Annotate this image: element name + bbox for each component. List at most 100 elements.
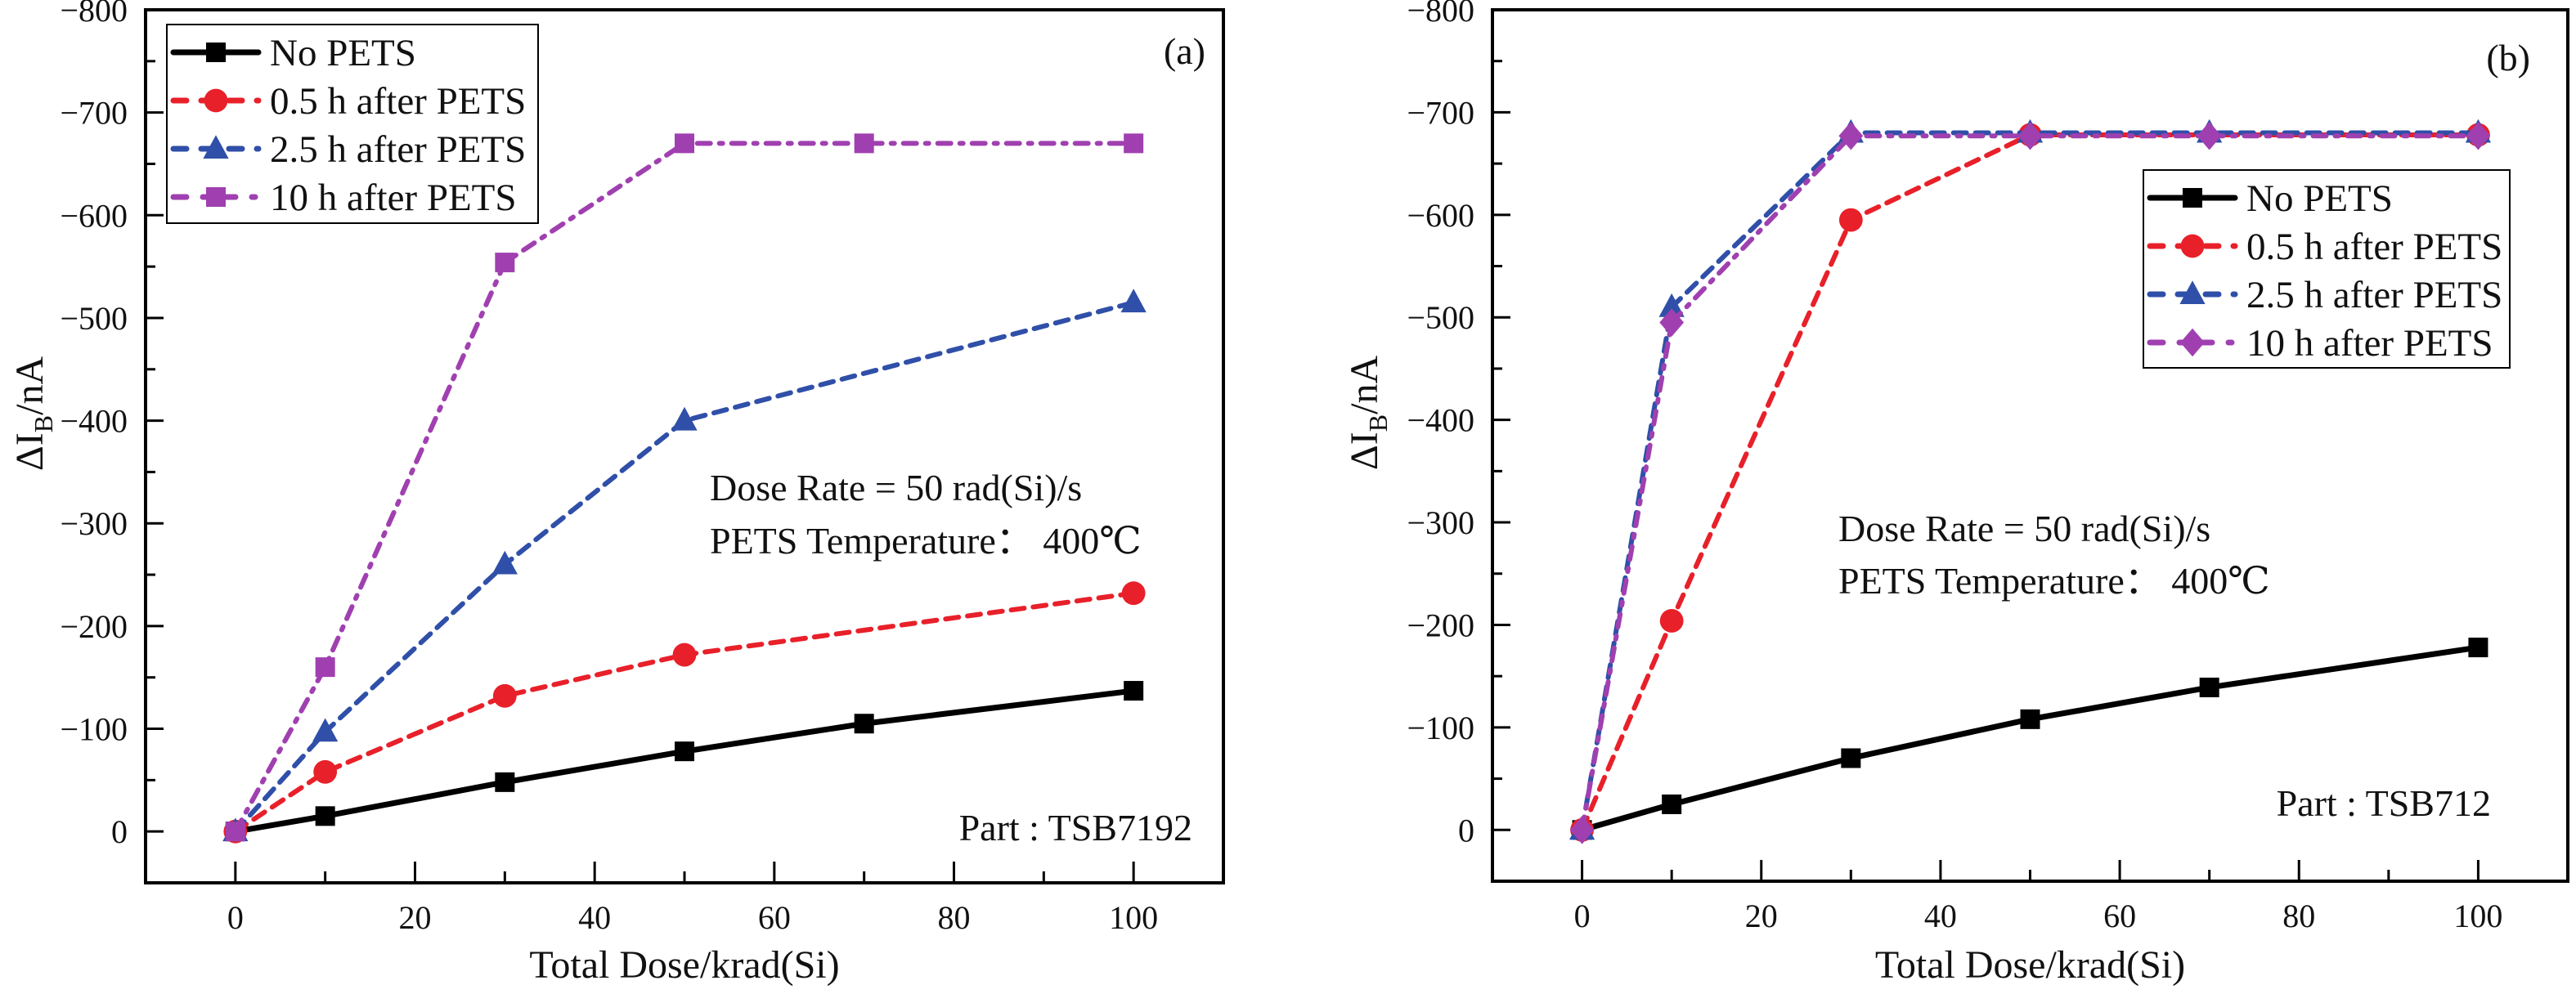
legend-marker xyxy=(2183,188,2202,208)
legend-marker xyxy=(2180,328,2205,357)
x-tick-label: 20 xyxy=(1745,898,1778,934)
y-axis-title: ΔIB/nA xyxy=(8,356,58,472)
y-tick-label: −700 xyxy=(1407,94,1474,131)
series-line xyxy=(1579,133,2481,833)
data-point xyxy=(1659,308,1685,337)
data-point xyxy=(1569,816,1595,844)
x-tick-label: 0 xyxy=(227,899,244,936)
y-axis-title-prefix: ΔI xyxy=(1343,432,1386,470)
legend: No PETS 0.5 h after PETS 2.5 h after PETS 1… xyxy=(166,24,539,224)
y-axis-title-sub: B xyxy=(29,415,58,432)
series-no-pets xyxy=(1572,638,2488,840)
y-tick-label: −100 xyxy=(1407,710,1474,746)
data-point xyxy=(2468,638,2488,658)
legend-label: No PETS xyxy=(2246,177,2393,220)
x-tick-label: 60 xyxy=(758,899,791,936)
data-point xyxy=(2017,121,2043,150)
data-point xyxy=(225,822,245,842)
legend-marker xyxy=(203,135,229,159)
legend: No PETS 0.5 h after PETS 2.5 h after PETS 1… xyxy=(2143,169,2511,369)
x-tick-label: 40 xyxy=(578,899,611,936)
y-tick-label: −200 xyxy=(60,608,128,645)
y-tick-label: −800 xyxy=(1407,0,1474,29)
data-point xyxy=(671,406,698,431)
legend-marker xyxy=(206,43,226,62)
y-tick-label: −400 xyxy=(1407,402,1474,439)
y-tick-label: −400 xyxy=(60,403,128,440)
data-point xyxy=(1662,794,1682,814)
series-10-h-after-pets xyxy=(225,133,1144,842)
legend-label: 10 h after PETS xyxy=(2246,322,2493,365)
series-10-h-after-pets xyxy=(1569,121,2491,844)
x-axis-title: Total Dose/krad(Si) xyxy=(1875,943,2185,987)
y-tick-label: −700 xyxy=(60,95,128,132)
y-tick-label: −600 xyxy=(1407,197,1474,234)
y-tick-label: 0 xyxy=(1458,812,1474,848)
y-tick-label: 0 xyxy=(111,813,128,850)
y-axis-title-prefix: ΔI xyxy=(8,432,52,471)
data-point xyxy=(675,133,694,154)
data-point xyxy=(672,643,697,667)
x-tick-label: 40 xyxy=(1924,898,1957,934)
annotation-pets-temperature: PETS Temperature： 400℃ xyxy=(710,520,1142,562)
legend-marker xyxy=(2179,280,2206,304)
series-2-5-h-after-pets xyxy=(222,289,1147,842)
legend-label: 0.5 h after PETS xyxy=(270,80,526,123)
y-tick-label: −100 xyxy=(60,711,128,748)
panel-label: (b) xyxy=(2486,37,2530,78)
data-point xyxy=(315,657,335,678)
y-axis-title-sub: B xyxy=(1363,414,1393,432)
data-point xyxy=(315,806,335,826)
data-point xyxy=(312,718,339,742)
data-point xyxy=(2466,121,2491,150)
annotation-dose-rate: Dose Rate = 50 rad(Si)/s xyxy=(710,467,1082,508)
data-point xyxy=(1124,133,1144,154)
data-point xyxy=(854,714,874,734)
data-point xyxy=(1121,581,1146,606)
annotation-pets-temperature: PETS Temperature： 400℃ xyxy=(1838,560,2270,602)
data-point xyxy=(1841,748,1861,768)
data-point xyxy=(1838,121,1864,150)
annotation-part: Part : TSB712 xyxy=(2277,782,2491,824)
series-line xyxy=(1581,644,2479,833)
x-tick-label: 100 xyxy=(2453,898,2502,934)
x-axis-title: Total Dose/krad(Si) xyxy=(529,943,839,987)
data-point xyxy=(495,253,515,273)
data-point xyxy=(495,772,515,792)
legend-label: 2.5 h after PETS xyxy=(2246,274,2502,316)
y-axis-title: ΔIB/nA xyxy=(1343,356,1393,471)
annotation-part: Part : TSB7192 xyxy=(959,807,1192,848)
data-point xyxy=(492,683,517,708)
series-line xyxy=(232,141,1137,835)
y-tick-label: −500 xyxy=(60,300,128,337)
x-tick-label: 80 xyxy=(2282,898,2315,934)
data-point xyxy=(675,741,694,762)
y-axis-title-suffix: /nA xyxy=(8,356,52,415)
series-line xyxy=(232,590,1137,835)
legend-label: 0.5 h after PETS xyxy=(2246,226,2502,268)
panel-label: (a) xyxy=(1164,30,1205,72)
data-point xyxy=(1838,208,1863,232)
legend-box xyxy=(166,24,539,224)
data-point xyxy=(313,759,338,784)
legend-marker xyxy=(206,187,226,207)
y-tick-label: −600 xyxy=(60,197,128,234)
legend-label: No PETS xyxy=(270,32,416,74)
chart-panel-a: 0 20 40 60 80 100 0 −100 −200 −300 −400 −500 −600 −70… xyxy=(8,0,1225,987)
y-tick-label: −300 xyxy=(1407,504,1474,541)
series-line xyxy=(235,687,1134,835)
series-0-5-h-after-pets xyxy=(223,581,1146,844)
x-tick-label: 0 xyxy=(1574,898,1591,934)
chart-panel-b: 0 20 40 60 80 100 0 −100 −200 −300 −400 −500 −600 −70… xyxy=(1343,0,2569,987)
x-tick-label: 20 xyxy=(399,899,432,936)
y-tick-label: −300 xyxy=(60,505,128,542)
data-point xyxy=(2197,121,2222,150)
y-tick-label: −800 xyxy=(60,0,128,29)
series-line xyxy=(1579,130,2481,833)
y-axis-title-suffix: /nA xyxy=(1343,356,1386,414)
legend-marker xyxy=(204,88,228,113)
legend-label: 10 h after PETS xyxy=(270,177,517,219)
x-tick-label: 80 xyxy=(938,899,971,936)
data-point xyxy=(854,133,874,154)
